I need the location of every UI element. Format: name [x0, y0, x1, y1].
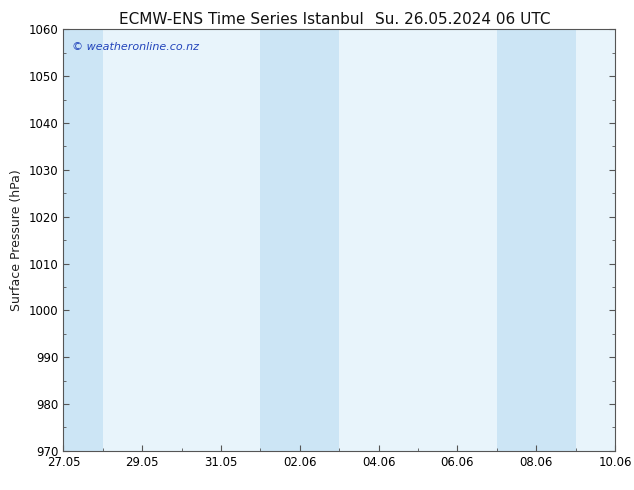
Bar — [103, 29, 261, 451]
Bar — [261, 29, 339, 451]
Text: ECMW-ENS Time Series Istanbul: ECMW-ENS Time Series Istanbul — [119, 12, 363, 27]
Bar — [339, 29, 497, 451]
Bar — [576, 29, 615, 451]
Text: Su. 26.05.2024 06 UTC: Su. 26.05.2024 06 UTC — [375, 12, 550, 27]
Text: © weatheronline.co.nz: © weatheronline.co.nz — [72, 42, 198, 52]
Bar — [63, 29, 103, 451]
Bar — [497, 29, 576, 451]
Y-axis label: Surface Pressure (hPa): Surface Pressure (hPa) — [10, 169, 23, 311]
